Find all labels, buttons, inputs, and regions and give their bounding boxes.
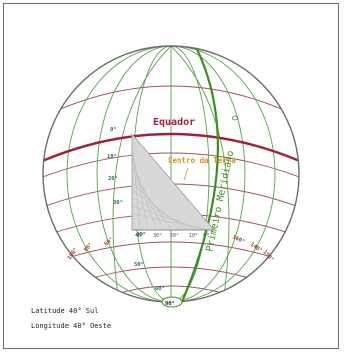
latitude-caption: Latitude 40° Sul [31,307,99,315]
angle-wedge [131,132,215,231]
longitude-caption: Longitude 40° Oeste [31,322,112,330]
meridian-lines [66,46,276,302]
longitude-ticks-center: 40° 30° 20° 10° [135,233,198,239]
lon-zero-label: 0° [203,233,210,239]
longitude-ticks-west: 100° 80° 60° [67,237,115,262]
lat-tick-label: 30° [113,200,123,206]
meridian-line [96,46,246,302]
meridian-line [170,46,230,297]
earth-center-text: Centro da Terra [168,156,236,165]
equator-line [43,132,299,164]
lon-tick-label: 20° [170,233,179,239]
lon-tick-label: 160° [231,234,246,245]
lat-tick-label: 60° [155,286,165,292]
lon-tick-label: 60° [103,237,114,248]
prime-meridian-line [180,46,219,302]
lat-tick-label: 10° [107,154,117,160]
lat-tick-label: 0° [110,127,117,133]
south-pole-marker [161,296,183,308]
latitude-ticks: 0° 10° 20° 30° 40° 50° 60° [107,127,165,292]
lat-tick-label: 50° [134,262,144,268]
equator-label: Equador [153,117,195,128]
lon-tick-label: 30° [153,233,162,239]
lon-tick-label: 80° [83,242,94,253]
orientation-mark-icon [231,115,239,121]
south-pole-label: 90° [165,301,175,307]
meridian-line [66,46,276,302]
lat-tick-label: 40° [136,232,146,238]
lon-tick-label: 100° [67,247,80,261]
lon-tick-label: 10° [189,233,198,239]
meridian-line [112,46,172,297]
earth-center-label: Centro da Terra [168,156,236,181]
lat-tick-label: 20° [108,176,118,182]
lon-tick-label: 40° [135,233,144,239]
